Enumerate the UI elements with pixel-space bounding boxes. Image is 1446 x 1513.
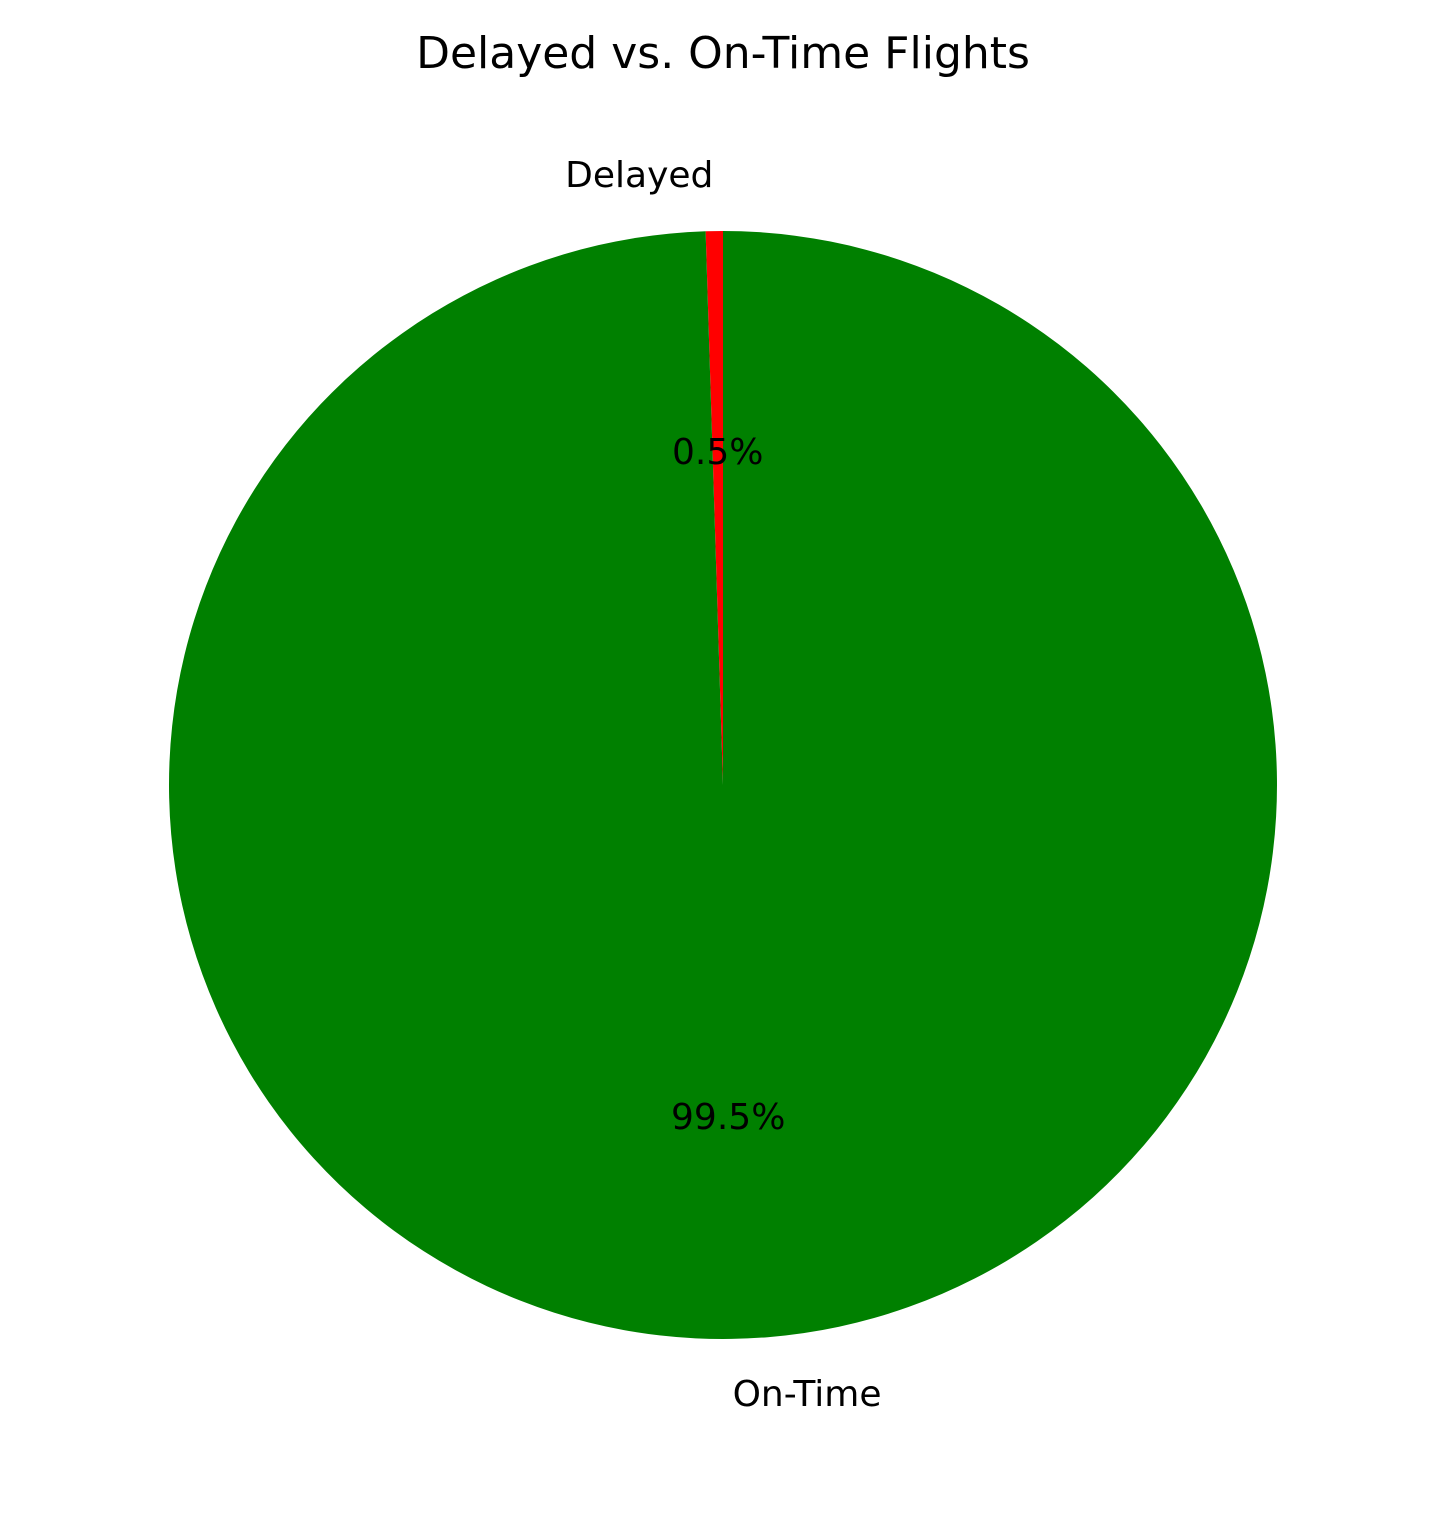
chart-title: Delayed vs. On-Time Flights xyxy=(416,28,1030,79)
slice-label: On-Time xyxy=(733,1374,882,1415)
pie-slices xyxy=(168,231,1277,1339)
slice-percentage-label: 99.5% xyxy=(671,1097,785,1138)
pie-labels: Delayed 0.5% On-Time 99.5% xyxy=(565,155,881,1415)
pie-slice-delayed xyxy=(705,231,723,785)
pie-slice-on-time xyxy=(168,231,1277,1339)
slice-percentage-label: 0.5% xyxy=(672,432,763,473)
slice-label: Delayed xyxy=(565,155,713,196)
